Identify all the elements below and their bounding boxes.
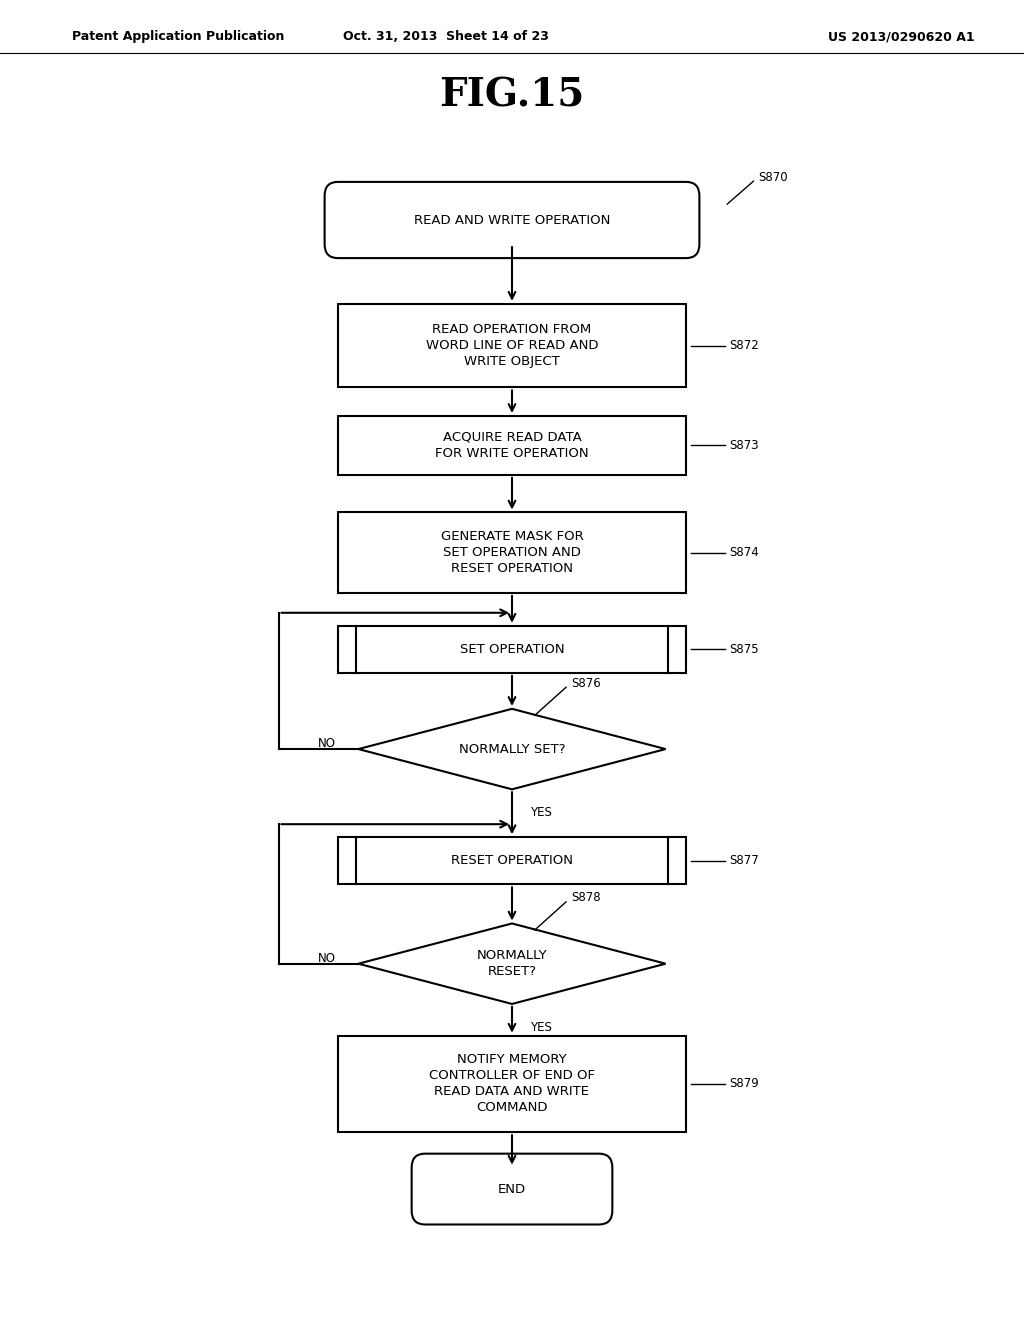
Text: S873: S873: [729, 438, 759, 451]
Text: READ AND WRITE OPERATION: READ AND WRITE OPERATION: [414, 214, 610, 227]
Text: S879: S879: [729, 1077, 759, 1090]
Bar: [338, 304, 686, 387]
Text: RESET OPERATION: RESET OPERATION: [451, 854, 573, 867]
Polygon shape: [358, 709, 666, 789]
Text: Patent Application Publication: Patent Application Publication: [72, 30, 284, 44]
Bar: [338, 1036, 686, 1133]
Text: NO: NO: [317, 737, 336, 750]
Text: US 2013/0290620 A1: US 2013/0290620 A1: [827, 30, 975, 44]
FancyBboxPatch shape: [325, 182, 699, 259]
FancyBboxPatch shape: [412, 1154, 612, 1225]
Text: YES: YES: [530, 1022, 552, 1034]
Text: NOTIFY MEMORY
CONTROLLER OF END OF
READ DATA AND WRITE
COMMAND: NOTIFY MEMORY CONTROLLER OF END OF READ …: [429, 1053, 595, 1114]
Text: SET OPERATION: SET OPERATION: [460, 643, 564, 656]
Bar: [338, 416, 686, 475]
Bar: [338, 626, 686, 673]
Text: YES: YES: [530, 807, 552, 820]
Text: READ OPERATION FROM
WORD LINE OF READ AND
WRITE OBJECT: READ OPERATION FROM WORD LINE OF READ AN…: [426, 323, 598, 368]
Bar: [338, 837, 686, 884]
Text: S875: S875: [729, 643, 759, 656]
Text: END: END: [498, 1183, 526, 1196]
Text: NORMALLY
RESET?: NORMALLY RESET?: [477, 949, 547, 978]
Text: NO: NO: [317, 952, 336, 965]
Text: S874: S874: [729, 546, 759, 560]
Text: S870: S870: [758, 170, 787, 183]
Text: NORMALLY SET?: NORMALLY SET?: [459, 743, 565, 755]
Text: S877: S877: [729, 854, 759, 867]
Text: FIG.15: FIG.15: [439, 77, 585, 114]
Text: S876: S876: [571, 677, 601, 689]
Bar: [338, 512, 686, 593]
Polygon shape: [358, 924, 666, 1005]
Text: GENERATE MASK FOR
SET OPERATION AND
RESET OPERATION: GENERATE MASK FOR SET OPERATION AND RESE…: [440, 531, 584, 576]
Text: Oct. 31, 2013  Sheet 14 of 23: Oct. 31, 2013 Sheet 14 of 23: [342, 30, 549, 44]
Text: S878: S878: [571, 891, 601, 904]
Text: ACQUIRE READ DATA
FOR WRITE OPERATION: ACQUIRE READ DATA FOR WRITE OPERATION: [435, 430, 589, 459]
Text: S872: S872: [729, 339, 759, 352]
